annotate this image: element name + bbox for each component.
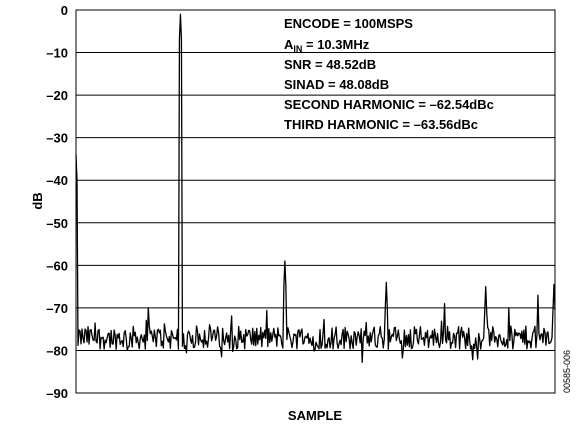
- annotation-encode: ENCODE = 100MSPS: [284, 16, 413, 31]
- fft-trace: [75, 13, 556, 363]
- y-tick-label: –70: [46, 301, 68, 316]
- x-axis-title: SAMPLE: [288, 408, 343, 423]
- annotation-box: ENCODE = 100MSPS AIN = 10.3MHz SNR = 48.…: [284, 16, 494, 132]
- y-tick-label: –80: [46, 343, 68, 358]
- annotation-ain: AIN = 10.3MHz: [284, 37, 370, 54]
- y-tick-label: –10: [46, 46, 68, 61]
- annotation-ain-suffix: = 10.3MHz: [302, 37, 369, 52]
- annotation-snr: SNR = 48.52dB: [284, 57, 376, 72]
- y-axis-title: dB: [30, 192, 45, 209]
- annotation-third-harmonic: THIRD HARMONIC = –63.56dBc: [284, 117, 478, 132]
- annotation-ain-subscript: IN: [293, 44, 302, 54]
- figure-id: 00585-006: [562, 350, 572, 393]
- y-tick-label: –20: [46, 88, 68, 103]
- y-tick-label: 0: [61, 3, 68, 18]
- y-tick-labels: 0 –10 –20 –30 –40 –50 –60 –70 –80 –90: [46, 3, 68, 401]
- y-tick-label: –60: [46, 258, 68, 273]
- annotation-ain-prefix: A: [284, 37, 294, 52]
- plot-frame: [75, 9, 556, 394]
- series-layer: [75, 13, 556, 363]
- y-tick-label: –90: [46, 386, 68, 401]
- y-tick-label: –40: [46, 173, 68, 188]
- y-tick-label: –30: [46, 131, 68, 146]
- y-tick-label: –50: [46, 216, 68, 231]
- annotation-sinad: SINAD = 48.08dB: [284, 77, 389, 92]
- annotation-second-harmonic: SECOND HARMONIC = –62.54dBc: [284, 97, 494, 112]
